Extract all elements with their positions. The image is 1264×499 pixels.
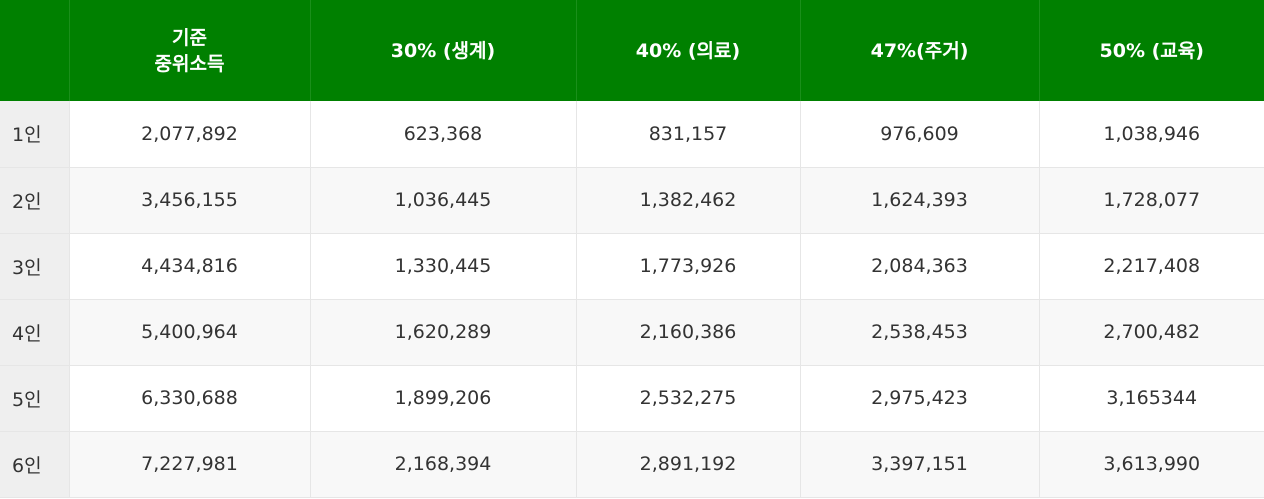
table-cell: 623,368 — [310, 101, 577, 168]
table-cell: 1,036,445 — [310, 167, 577, 234]
column-header-label: 40% (의료) — [635, 39, 741, 62]
table-cell: 6,330,688 — [69, 365, 311, 432]
table-cell: 3,165344 — [1039, 365, 1264, 432]
table-cell: 1,620,289 — [310, 299, 577, 366]
table-row: 4인 5,400,964 1,620,289 2,160,386 2,538,453 2,… — [0, 299, 1264, 366]
table-cell: 1,624,393 — [800, 167, 1040, 234]
table-cell: 1,728,077 — [1039, 167, 1264, 234]
table-cell: 2,084,363 — [800, 233, 1040, 300]
column-header: 40% (의료) — [576, 0, 801, 101]
column-header-label: 중위소득 — [154, 52, 225, 75]
header-corner-cell — [0, 0, 70, 101]
household-size-cell: 6인 — [0, 431, 70, 498]
table-cell: 5,400,964 — [69, 299, 311, 366]
table-cell: 3,397,151 — [800, 431, 1040, 498]
table-cell: 4,434,816 — [69, 233, 311, 300]
table-cell: 2,538,453 — [800, 299, 1040, 366]
table-cell: 2,891,192 — [576, 431, 801, 498]
household-size-cell: 3인 — [0, 233, 70, 300]
table-cell: 1,899,206 — [310, 365, 577, 432]
table-cell: 1,330,445 — [310, 233, 577, 300]
table-cell: 1,773,926 — [576, 233, 801, 300]
household-size-cell: 2인 — [0, 167, 70, 234]
column-header-label: 기준 — [172, 26, 207, 49]
household-size-cell: 4인 — [0, 299, 70, 366]
household-size-cell: 1인 — [0, 101, 70, 168]
table-cell: 3,613,990 — [1039, 431, 1264, 498]
column-header: 50% (교육) — [1039, 0, 1264, 101]
column-header-label: 30% (생계) — [390, 39, 496, 62]
column-header: 30% (생계) — [310, 0, 577, 101]
table-cell: 1,038,946 — [1039, 101, 1264, 168]
column-header-label: 50% (교육) — [1099, 39, 1204, 62]
table-row: 1인 2,077,892 623,368 831,157 976,609 1,038,94… — [0, 101, 1264, 168]
table-cell: 2,532,275 — [576, 365, 801, 432]
table-cell: 2,700,482 — [1039, 299, 1264, 366]
table-cell: 1,382,462 — [576, 167, 801, 234]
column-header-label: 47%(주거) — [870, 39, 969, 62]
table-body: 1인 2,077,892 623,368 831,157 976,609 1,038,94… — [0, 101, 1264, 498]
table-row: 2인 3,456,155 1,036,445 1,382,462 1,624,393 1,… — [0, 167, 1264, 234]
column-header: 47%(주거) — [800, 0, 1040, 101]
table-row: 6인 7,227,981 2,168,394 2,891,192 3,397,151 3,… — [0, 431, 1264, 498]
table-row: 3인 4,434,816 1,330,445 1,773,926 2,084,363 2,… — [0, 233, 1264, 300]
table-cell: 976,609 — [800, 101, 1040, 168]
table-cell: 3,456,155 — [69, 167, 311, 234]
table-cell: 2,975,423 — [800, 365, 1040, 432]
household-size-cell: 5인 — [0, 365, 70, 432]
table-cell: 7,227,981 — [69, 431, 311, 498]
table-cell: 831,157 — [576, 101, 801, 168]
table-row: 5인 6,330,688 1,899,206 2,532,275 2,975,423 3,… — [0, 365, 1264, 432]
table-cell: 2,217,408 — [1039, 233, 1264, 300]
table-cell: 2,168,394 — [310, 431, 577, 498]
table-cell: 2,160,386 — [576, 299, 801, 366]
table-cell: 2,077,892 — [69, 101, 311, 168]
